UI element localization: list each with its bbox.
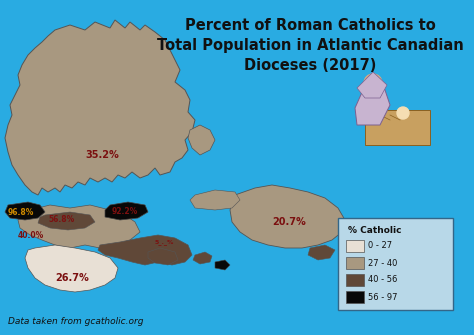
Bar — [365, 110, 430, 145]
Text: 27 - 40: 27 - 40 — [368, 259, 397, 268]
Text: Percent of Roman Catholics to: Percent of Roman Catholics to — [185, 18, 436, 33]
Polygon shape — [98, 235, 192, 265]
Polygon shape — [355, 85, 390, 125]
Polygon shape — [5, 20, 195, 195]
Text: 56 - 97: 56 - 97 — [368, 292, 398, 302]
Polygon shape — [308, 245, 335, 260]
Bar — [346, 257, 364, 269]
Polygon shape — [188, 125, 215, 155]
Polygon shape — [148, 248, 178, 265]
Text: Data taken from gcatholic.org: Data taken from gcatholic.org — [8, 317, 144, 326]
Polygon shape — [5, 202, 45, 220]
Text: 40.0%: 40.0% — [18, 231, 44, 241]
Circle shape — [364, 74, 382, 92]
Bar — [338, 218, 453, 310]
Text: Dioceses (2017): Dioceses (2017) — [244, 58, 376, 73]
Polygon shape — [357, 72, 387, 98]
Text: 20.7%: 20.7% — [272, 217, 306, 227]
Text: Total Population in Atlantic Canadian: Total Population in Atlantic Canadian — [156, 38, 464, 53]
Polygon shape — [343, 238, 368, 255]
Polygon shape — [18, 205, 140, 248]
Polygon shape — [38, 212, 95, 230]
Polygon shape — [193, 252, 212, 264]
Polygon shape — [190, 190, 240, 210]
Text: 40 - 56: 40 - 56 — [368, 275, 397, 284]
Polygon shape — [25, 245, 118, 292]
Text: 0 - 27: 0 - 27 — [368, 242, 392, 251]
Circle shape — [397, 107, 409, 119]
Bar — [346, 240, 364, 252]
Polygon shape — [105, 202, 148, 220]
Text: 56.8%: 56.8% — [48, 215, 74, 224]
Bar — [346, 291, 364, 303]
Text: 5_._%: 5_._% — [155, 239, 174, 245]
Text: 92.2%: 92.2% — [112, 207, 138, 216]
Bar — [346, 274, 364, 286]
Polygon shape — [215, 260, 230, 270]
Polygon shape — [230, 185, 345, 248]
Text: 96.8%: 96.8% — [8, 208, 35, 217]
Text: 26.7%: 26.7% — [55, 273, 89, 283]
Text: 35.2%: 35.2% — [85, 150, 119, 160]
Text: % Catholic: % Catholic — [348, 226, 401, 235]
